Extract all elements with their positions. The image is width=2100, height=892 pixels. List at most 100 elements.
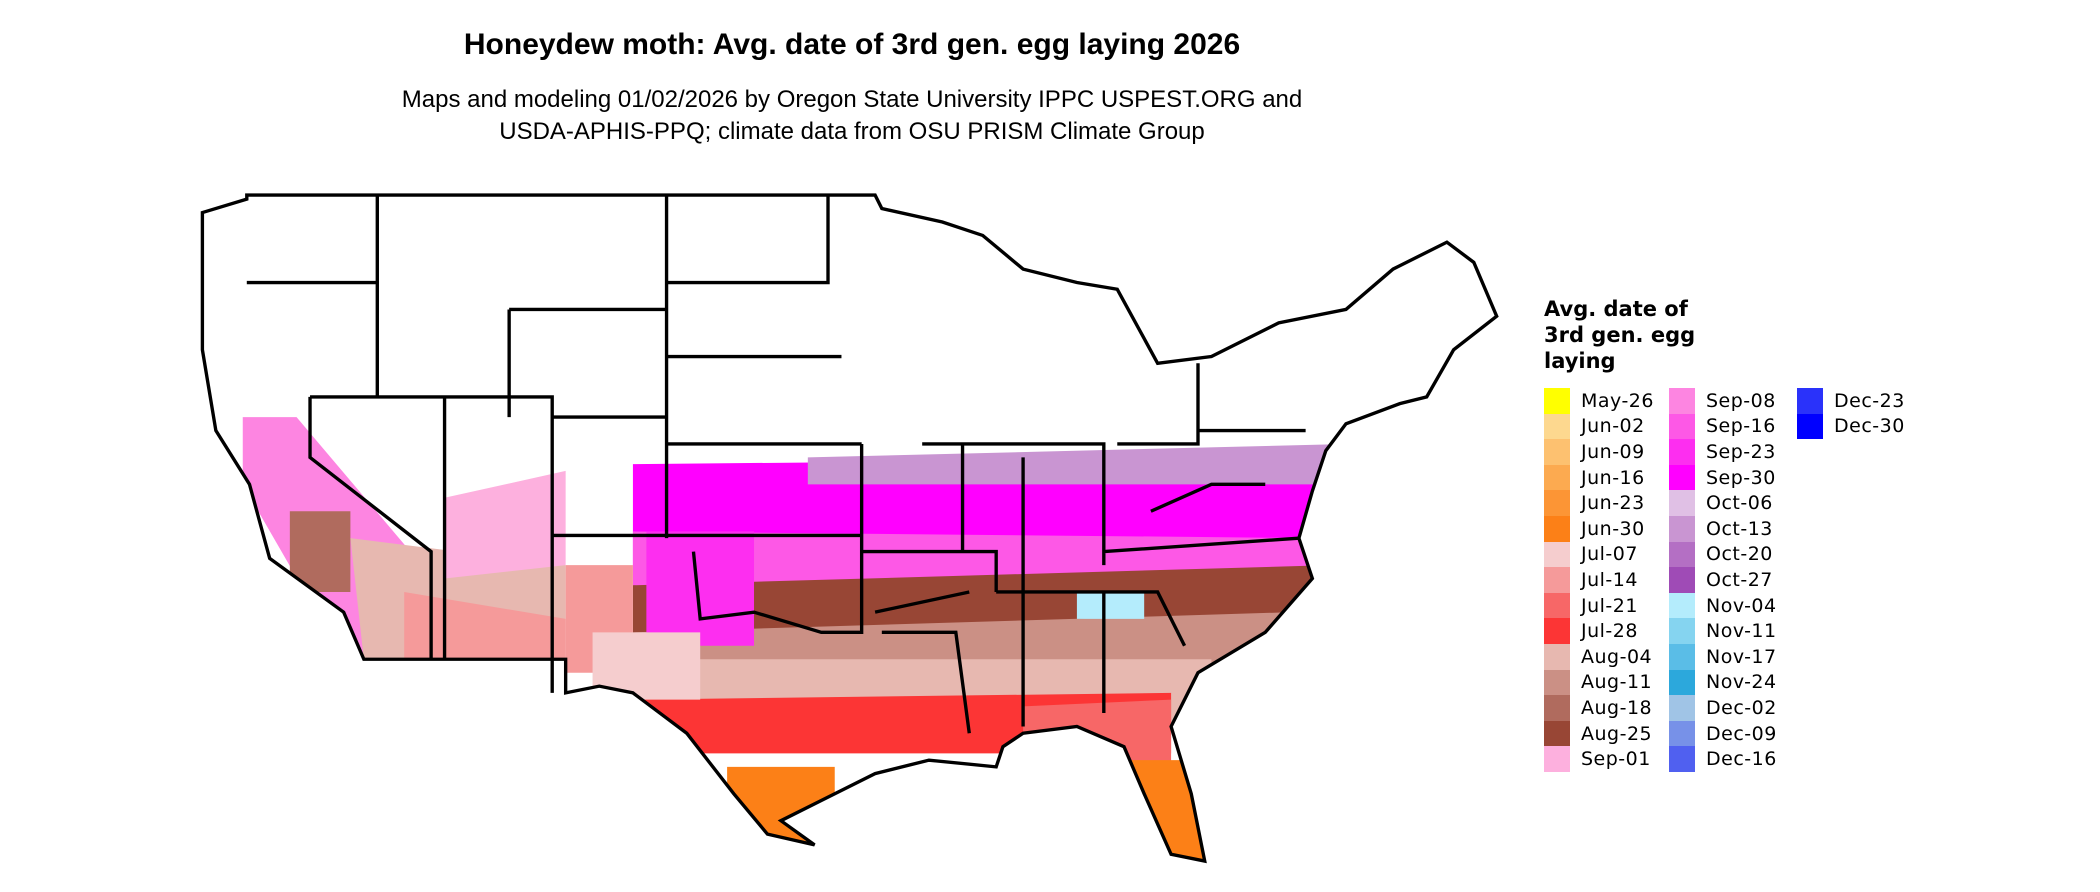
legend-label: Aug-25 bbox=[1581, 722, 1653, 745]
legend-item: Oct-13 bbox=[1669, 515, 1777, 542]
legend-swatch bbox=[1544, 669, 1570, 696]
raster-zone-may-26 bbox=[1131, 868, 1212, 892]
legend-item: Jul-07 bbox=[1544, 541, 1654, 568]
legend-item: Dec-23 bbox=[1797, 388, 1905, 414]
legend-swatch bbox=[1544, 567, 1570, 593]
raster-zone-sep-01 bbox=[444, 470, 566, 579]
legend-label: Jun-16 bbox=[1581, 466, 1645, 489]
raster-zone-nov-04 bbox=[1076, 591, 1145, 619]
legend-swatch bbox=[1669, 388, 1695, 414]
legend-label: Dec-02 bbox=[1706, 696, 1777, 719]
legend-item: Dec-02 bbox=[1669, 695, 1777, 721]
legend-label: Oct-27 bbox=[1706, 568, 1773, 591]
legend-item: Aug-18 bbox=[1544, 695, 1654, 721]
legend-label: Jul-28 bbox=[1581, 620, 1638, 643]
legend-swatch bbox=[1544, 746, 1570, 772]
legend-item: Oct-06 bbox=[1669, 490, 1777, 516]
legend-swatch bbox=[1544, 388, 1570, 414]
legend-swatch bbox=[1669, 464, 1695, 491]
legend-title-line: laying bbox=[1544, 349, 1616, 373]
legend-swatch bbox=[1544, 515, 1570, 542]
legend-label: Aug-04 bbox=[1581, 645, 1653, 668]
legend-swatch bbox=[1544, 464, 1570, 491]
legend-title-line: Avg. date of bbox=[1544, 297, 1688, 321]
legend-title: Avg. date of 3rd gen. egg laying bbox=[1544, 296, 1744, 374]
legend-swatch bbox=[1544, 592, 1570, 619]
legend-swatch bbox=[1669, 490, 1695, 516]
legend-item: Nov-24 bbox=[1669, 669, 1777, 696]
legend-column: Dec-23 Dec-30 bbox=[1797, 388, 1905, 440]
raster-zone-sep-23 bbox=[646, 531, 755, 646]
legend-item: Jun-30 bbox=[1544, 515, 1654, 542]
legend-item: Nov-04 bbox=[1669, 592, 1777, 619]
legend-item: Sep-23 bbox=[1669, 439, 1777, 465]
legend-title-line: 3rd gen. egg bbox=[1544, 323, 1696, 347]
legend-column: May-26 Jun-02 Jun-09 Jun-16 Jun-23 Jun-30 Jul-… bbox=[1544, 388, 1654, 772]
legend-item: Sep-16 bbox=[1669, 413, 1777, 440]
legend-swatch bbox=[1669, 720, 1695, 747]
legend-swatch bbox=[1544, 439, 1570, 465]
legend-swatch bbox=[1544, 541, 1570, 568]
legend-item: May-26 bbox=[1544, 388, 1654, 414]
legend-swatch bbox=[1669, 515, 1695, 542]
legend-swatch bbox=[1544, 413, 1570, 440]
legend-label: Sep-01 bbox=[1581, 748, 1651, 771]
legend-item: Jun-09 bbox=[1544, 439, 1654, 465]
legend-swatch bbox=[1669, 746, 1695, 772]
chart-subtitle-line-2: USDA-APHIS-PPQ; climate data from OSU PR… bbox=[499, 118, 1205, 145]
legend-swatch bbox=[1544, 490, 1570, 516]
raster-zone-jul-07 bbox=[592, 632, 701, 700]
legend-swatch bbox=[1669, 567, 1695, 593]
legend-item: Nov-17 bbox=[1669, 643, 1777, 670]
legend-item: Aug-04 bbox=[1544, 643, 1654, 670]
legend-item: Jul-28 bbox=[1544, 618, 1654, 644]
legend-item: Jun-16 bbox=[1544, 464, 1654, 491]
legend-label: Sep-08 bbox=[1706, 389, 1776, 412]
legend-swatch bbox=[1544, 720, 1570, 747]
legend-item: Jun-02 bbox=[1544, 413, 1654, 440]
legend-swatch bbox=[1669, 643, 1695, 670]
legend-swatch bbox=[1544, 618, 1570, 644]
legend-label: Aug-11 bbox=[1581, 671, 1653, 694]
legend-label: Jun-23 bbox=[1581, 492, 1645, 515]
legend-swatch bbox=[1669, 618, 1695, 644]
legend-item: Oct-27 bbox=[1669, 567, 1777, 593]
legend-item: Dec-30 bbox=[1797, 413, 1905, 440]
legend-swatch bbox=[1544, 695, 1570, 721]
legend-label: Dec-30 bbox=[1834, 415, 1905, 438]
legend-item: Aug-25 bbox=[1544, 720, 1654, 747]
legend-swatch bbox=[1797, 388, 1823, 414]
legend-label: Jun-09 bbox=[1581, 440, 1645, 463]
legend: Avg. date of 3rd gen. egg laying May-26 J… bbox=[1544, 296, 1904, 772]
legend-swatch bbox=[1669, 439, 1695, 465]
legend-label: Oct-13 bbox=[1706, 517, 1773, 540]
legend-item: Jun-23 bbox=[1544, 490, 1654, 516]
legend-swatch bbox=[1544, 643, 1570, 670]
legend-swatch bbox=[1797, 413, 1823, 440]
raster-zone-aug-18 bbox=[289, 511, 351, 592]
legend-label: Oct-20 bbox=[1706, 543, 1773, 566]
legend-label: Nov-04 bbox=[1706, 594, 1777, 617]
legend-label: Jul-07 bbox=[1581, 543, 1638, 566]
legend-swatch bbox=[1669, 592, 1695, 619]
legend-swatch bbox=[1669, 413, 1695, 440]
chart-title: Honeydew moth: Avg. date of 3rd gen. egg… bbox=[463, 28, 1241, 61]
legend-item: Nov-11 bbox=[1669, 618, 1777, 644]
legend-column: Sep-08 Sep-16 Sep-23 Sep-30 Oct-06 Oct-13 Oct-… bbox=[1669, 388, 1777, 772]
legend-label: Jun-02 bbox=[1581, 415, 1645, 438]
legend-item: Jul-21 bbox=[1544, 592, 1654, 619]
legend-item: Oct-20 bbox=[1669, 541, 1777, 568]
phenology-raster bbox=[242, 417, 1346, 892]
legend-swatch bbox=[1669, 695, 1695, 721]
legend-swatch bbox=[1669, 541, 1695, 568]
raster-zone-oct-13 bbox=[807, 443, 1346, 485]
legend-label: Nov-24 bbox=[1706, 671, 1777, 694]
legend-item: Aug-11 bbox=[1544, 669, 1654, 696]
legend-label: Jun-30 bbox=[1581, 517, 1645, 540]
legend-label: Dec-23 bbox=[1834, 389, 1905, 412]
legend-label: Nov-11 bbox=[1706, 620, 1777, 643]
legend-item: Jul-14 bbox=[1544, 567, 1654, 593]
legend-label: Oct-06 bbox=[1706, 492, 1773, 515]
legend-label: Jul-21 bbox=[1581, 594, 1638, 617]
